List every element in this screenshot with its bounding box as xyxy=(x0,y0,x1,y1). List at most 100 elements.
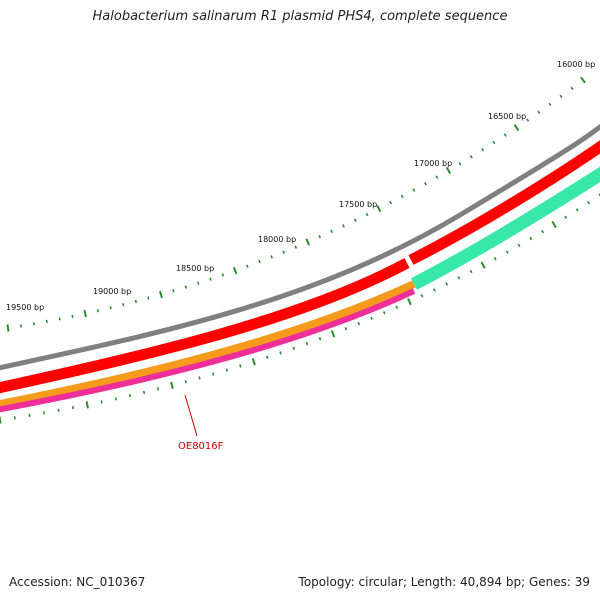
inner-minor-tick xyxy=(57,408,60,412)
outer-minor-tick xyxy=(122,303,125,307)
outer-minor-tick xyxy=(172,289,175,293)
outer-minor-tick xyxy=(400,194,404,199)
outer-minor-tick xyxy=(294,245,298,249)
tick-label: 19000 bp xyxy=(93,287,131,296)
outer-minor-tick xyxy=(458,161,462,166)
outer-major-tick xyxy=(159,290,163,299)
outer-minor-tick xyxy=(412,188,416,192)
inner-minor-tick xyxy=(457,276,461,280)
inner-minor-tick xyxy=(184,380,187,384)
outer-minor-tick xyxy=(481,147,485,152)
outer-minor-tick xyxy=(270,255,273,259)
outer-minor-tick xyxy=(548,102,552,107)
inner-minor-tick xyxy=(13,416,16,420)
outer-minor-tick xyxy=(559,94,563,99)
outer-major-tick xyxy=(83,309,87,318)
outer-major-tick xyxy=(6,324,10,332)
inner-major-tick xyxy=(480,261,486,269)
inner-minor-tick xyxy=(28,413,31,418)
inner-minor-tick xyxy=(370,316,373,320)
outer-minor-tick xyxy=(96,309,100,313)
inner-major-tick xyxy=(407,297,412,306)
inner-minor-tick xyxy=(225,368,229,372)
outer-minor-tick xyxy=(71,314,74,318)
outer-minor-tick xyxy=(45,319,48,324)
inner-minor-tick xyxy=(71,406,75,410)
outer-minor-tick xyxy=(134,299,138,304)
inner-minor-tick xyxy=(100,400,103,404)
inner-minor-tick xyxy=(128,394,132,398)
gene-label-leader xyxy=(184,394,198,437)
inner-minor-tick xyxy=(517,243,521,248)
tick-labels: 16000 bp 16500 bp 17000 bp 17500 bp 18000 bp… xyxy=(6,60,595,312)
inner-minor-tick xyxy=(432,288,436,292)
tick-label: 16500 bp xyxy=(488,112,526,121)
inner-minor-tick xyxy=(493,257,497,261)
outer-minor-tick xyxy=(246,264,249,268)
outer-minor-tick xyxy=(342,224,345,228)
outer-major-tick xyxy=(580,76,586,84)
inner-minor-tick xyxy=(114,397,117,401)
inner-minor-tick xyxy=(575,208,579,212)
inner-major-tick xyxy=(251,358,256,366)
inner-minor-tick xyxy=(382,311,386,315)
inner-minor-tick xyxy=(395,305,399,309)
outer-minor-tick xyxy=(221,273,225,277)
outer-minor-tick xyxy=(330,229,333,234)
tick-marks xyxy=(0,76,600,424)
tick-label: 18000 bp xyxy=(258,235,296,244)
accession-label: Accession: NC_010367 xyxy=(9,575,146,589)
outer-minor-tick xyxy=(492,140,496,145)
teal-feature-arc xyxy=(411,166,600,290)
gene-label-oe8016f: OE8016F xyxy=(178,441,224,452)
inner-minor-tick xyxy=(420,294,424,298)
inner-major-tick xyxy=(330,330,336,338)
inner-minor-tick xyxy=(445,282,449,286)
outer-major-tick xyxy=(376,205,382,213)
outer-minor-tick xyxy=(184,285,188,289)
outer-minor-tick xyxy=(503,133,507,137)
outer-minor-tick xyxy=(389,200,393,205)
outer-minor-tick xyxy=(147,296,150,300)
inner-minor-tick xyxy=(505,250,509,254)
outer-minor-tick xyxy=(258,259,261,264)
inner-minor-tick xyxy=(265,355,269,360)
inner-minor-tick xyxy=(142,390,146,394)
outer-major-tick xyxy=(305,238,311,246)
inner-minor-tick xyxy=(357,321,361,326)
outer-minor-tick xyxy=(32,322,35,326)
inner-minor-tick xyxy=(292,346,296,350)
outer-minor-tick xyxy=(209,277,212,281)
inner-minor-tick xyxy=(198,376,201,380)
inner-minor-tick xyxy=(43,411,46,415)
forward-cds-arc-right xyxy=(408,140,600,265)
outer-minor-tick xyxy=(282,250,286,254)
outer-minor-tick xyxy=(435,175,439,179)
orange-feature-arc xyxy=(0,280,416,409)
inner-major-tick xyxy=(551,220,557,229)
inner-minor-tick xyxy=(469,269,473,274)
outer-minor-tick xyxy=(19,324,22,328)
outer-minor-tick xyxy=(353,218,357,222)
outer-major-tick xyxy=(445,166,452,175)
inner-minor-tick xyxy=(156,387,160,391)
outer-major-tick xyxy=(232,266,238,275)
inner-major-tick xyxy=(85,401,89,409)
outer-minor-tick xyxy=(469,155,473,159)
outer-minor-tick xyxy=(109,306,112,310)
outer-minor-tick xyxy=(526,118,530,122)
outer-minor-tick xyxy=(570,86,574,90)
outer-minor-tick xyxy=(58,317,61,321)
outer-major-tick xyxy=(513,124,520,132)
inner-minor-tick xyxy=(587,200,591,205)
forward-cds-arc-left xyxy=(0,258,410,394)
inner-minor-tick xyxy=(541,229,544,234)
magenta-feature-arc xyxy=(0,288,416,413)
outer-minor-tick xyxy=(423,182,427,186)
inner-major-tick xyxy=(0,416,2,424)
map-title: Halobacterium salinarum R1 plasmid PHS4,… xyxy=(92,9,508,24)
backbone-ring xyxy=(0,123,600,371)
inner-minor-tick xyxy=(564,215,568,220)
inner-minor-tick xyxy=(344,327,348,331)
